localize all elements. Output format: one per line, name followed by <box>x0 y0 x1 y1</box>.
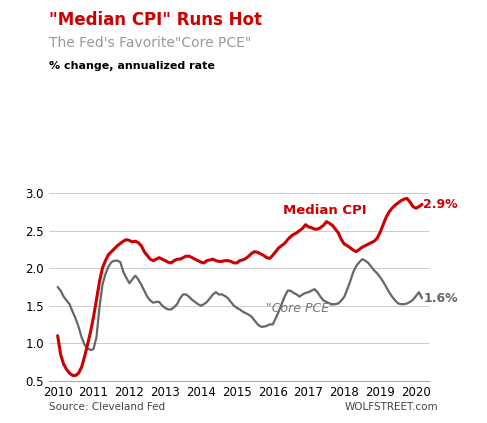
Text: WOLFSTREET.com: WOLFSTREET.com <box>345 402 438 412</box>
Text: Source: Cleveland Fed: Source: Cleveland Fed <box>49 402 165 412</box>
Text: "Median CPI" Runs Hot: "Median CPI" Runs Hot <box>49 11 262 29</box>
Text: Median CPI: Median CPI <box>283 204 367 217</box>
Text: 2.9%: 2.9% <box>423 198 458 211</box>
Text: The Fed's Favorite"Core PCE": The Fed's Favorite"Core PCE" <box>49 36 251 50</box>
Text: % change, annualized rate: % change, annualized rate <box>49 61 215 71</box>
Text: 1.6%: 1.6% <box>423 292 458 305</box>
Text: "Core PCE": "Core PCE" <box>265 302 335 315</box>
